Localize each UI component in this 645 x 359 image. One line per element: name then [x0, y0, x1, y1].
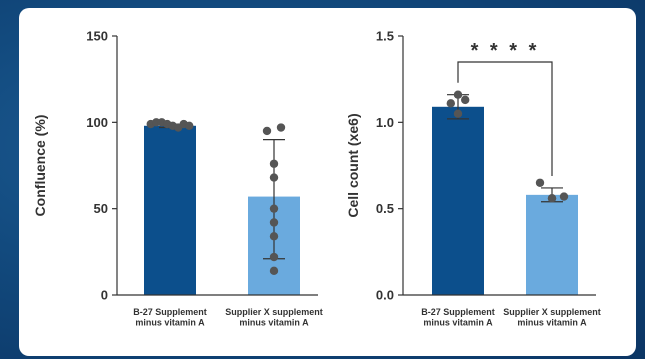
y-axis-label: Cell count (xe6)	[345, 113, 361, 217]
data-point	[185, 121, 194, 130]
data-point	[453, 109, 463, 118]
data-point	[269, 173, 279, 182]
data-point	[547, 194, 557, 203]
y-tick-label: 0.0	[376, 288, 394, 303]
category-label: Supplier X supplement	[225, 307, 323, 317]
data-point	[269, 218, 279, 227]
data-point	[262, 126, 272, 136]
bar	[144, 125, 196, 295]
category-label: minus vitamin A	[135, 318, 205, 328]
data-point	[276, 123, 286, 132]
category-label: Supplier X supplement	[503, 307, 601, 317]
y-tick-label: 100	[86, 115, 108, 130]
y-tick-label: 1.0	[376, 115, 394, 130]
y-axis-label: Confluence (%)	[32, 115, 48, 217]
data-point	[269, 266, 279, 276]
y-tick-label: 0.5	[376, 201, 394, 216]
data-point	[269, 204, 279, 213]
cell-count-chart: 0.0 0.5 1.0 1.5 Cell count (xe6) B-27 Supplem…	[345, 29, 601, 328]
y-tick-label: 0	[101, 288, 108, 303]
data-point	[269, 232, 279, 241]
data-point	[461, 95, 470, 105]
y-tick-label: 150	[86, 29, 108, 44]
chart-card	[19, 8, 636, 356]
category-label: minus vitamin A	[239, 318, 309, 328]
data-point	[559, 192, 569, 201]
data-point	[453, 90, 463, 99]
data-point	[269, 159, 279, 168]
bar	[526, 194, 578, 295]
data-point	[446, 99, 455, 108]
data-point	[535, 178, 545, 187]
y-tick-label: 50	[94, 201, 108, 216]
bar	[432, 106, 484, 295]
category-label: B-27 Supplement	[421, 307, 495, 317]
category-label: B-27 Supplement	[133, 307, 207, 317]
category-label: minus vitamin A	[517, 318, 587, 328]
category-label: minus vitamin A	[423, 318, 493, 328]
significance-bracket	[457, 61, 553, 176]
y-tick-label: 1.5	[376, 29, 394, 44]
data-point	[269, 252, 279, 262]
significance-label: * * * *	[471, 40, 540, 62]
